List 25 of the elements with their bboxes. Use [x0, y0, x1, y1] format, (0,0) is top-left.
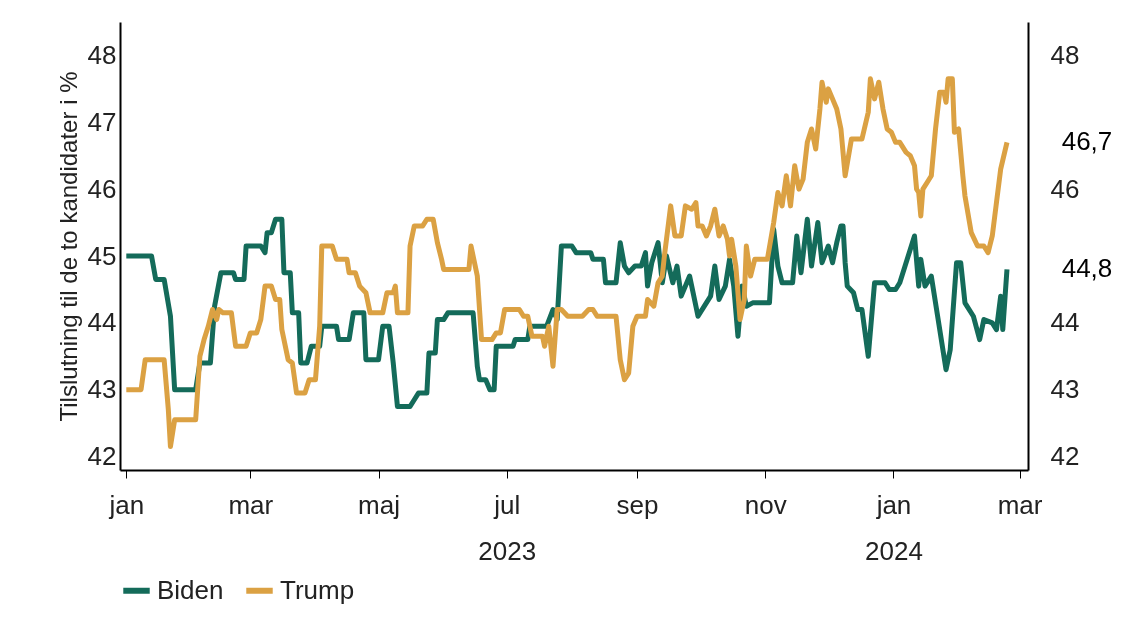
x-tick-label: nov: [744, 489, 787, 520]
y2-tick-label: 42: [1050, 441, 1080, 472]
annotation: 44,8: [1061, 253, 1113, 284]
y2-tick-label: 48: [1050, 39, 1080, 70]
y-tick-label: 46: [87, 173, 117, 204]
y-tick-label: 43: [87, 374, 117, 405]
y-tick-label: 47: [87, 106, 117, 137]
y-tick-label: 44: [87, 307, 117, 338]
x-tick-label: jan 2024: [865, 489, 923, 566]
legend-label: Trump: [280, 574, 355, 605]
y-tick-label: 48: [87, 39, 117, 70]
y-tick-label: 45: [87, 240, 117, 271]
legend-label: Biden: [157, 574, 224, 605]
x-tick-label: sep: [616, 489, 659, 520]
x-tick-label: maj: [358, 489, 400, 520]
x-tick-label: jan: [108, 489, 145, 520]
x-tick-label: jul 2023: [478, 489, 537, 566]
x-tick-label: mar: [997, 489, 1043, 520]
annotation: 46,7: [1061, 126, 1113, 157]
y2-tick-label: 44: [1050, 307, 1080, 338]
y-tick-label: 42: [87, 441, 117, 472]
x-tick-label: mar: [228, 489, 274, 520]
y-axis-title: Tilslutning til de to kandidater i %: [54, 71, 82, 422]
y2-tick-label: 43: [1050, 374, 1080, 405]
y2-tick-label: 46: [1050, 173, 1080, 204]
